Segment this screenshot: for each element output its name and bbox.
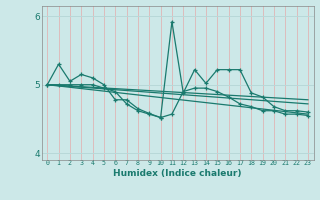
X-axis label: Humidex (Indice chaleur): Humidex (Indice chaleur) bbox=[113, 169, 242, 178]
